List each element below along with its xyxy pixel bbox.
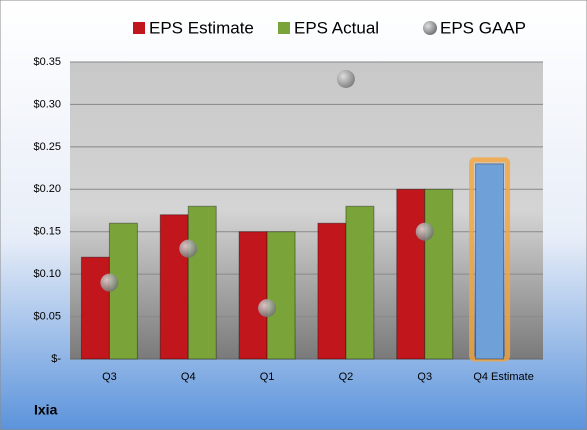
y-tick-label: $0.25 [33,141,61,153]
y-tick-label: $0.15 [33,226,61,238]
y-tick-label: $0.35 [33,56,61,68]
bar [396,188,426,360]
point [100,273,119,292]
x-tick-label: Q3 [417,371,432,383]
y-tick-label: $- [51,353,61,365]
bar [475,163,505,360]
y-tick-label: $0.05 [33,310,61,322]
point [415,222,434,241]
x-tick-label: Q2 [339,371,354,383]
point [258,299,277,318]
bar [345,205,375,360]
point [336,69,355,88]
point [179,239,198,258]
y-tick-label: $0.20 [33,183,61,195]
x-tick-label: Q4 [181,371,196,383]
legend-marker [423,21,437,35]
bar [266,231,296,360]
legend-label: EPS Estimate [149,18,254,37]
x-tick-label: Q3 [102,371,117,383]
y-tick-label: $0.30 [33,98,61,110]
legend-marker [133,22,145,34]
bar [317,222,347,360]
legend-marker [278,22,290,34]
bar [238,231,268,360]
bar [80,256,110,360]
x-tick-label: Q1 [260,371,275,383]
chart-title: Ixia [34,402,58,418]
plot-area [70,62,543,359]
bar [187,205,217,360]
bar [108,222,138,360]
y-tick-label: $0.10 [33,268,61,280]
bar [159,214,189,360]
x-tick-label: Q4 Estimate [473,371,534,383]
bar [424,188,454,360]
legend-label: EPS Actual [294,18,379,37]
legend-label: EPS GAAP [440,18,526,37]
